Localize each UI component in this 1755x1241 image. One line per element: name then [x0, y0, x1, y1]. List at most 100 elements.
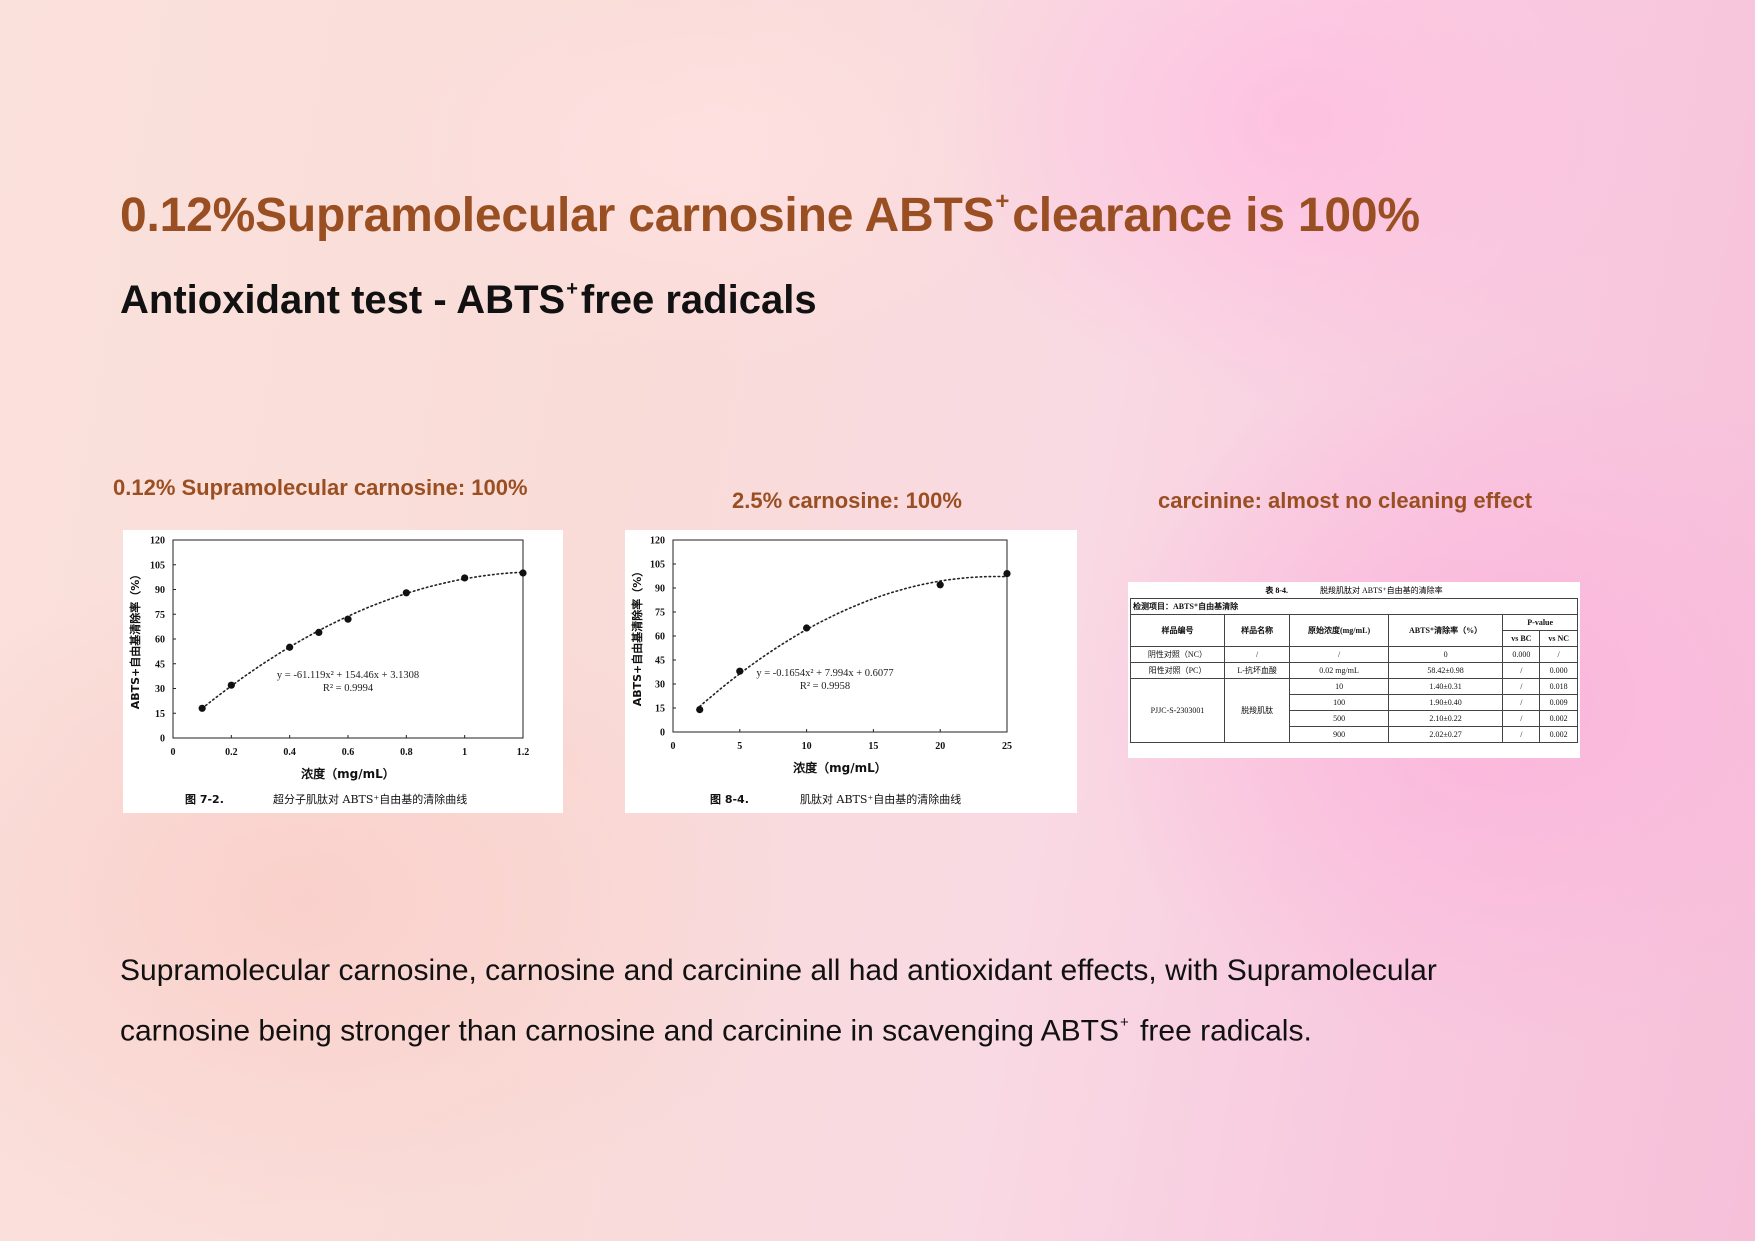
table-project: 检测项目：ABTS⁺自由基清除	[1130, 598, 1578, 615]
table-cell: /	[1502, 678, 1541, 695]
x-tick-label: 25	[1002, 741, 1012, 752]
table-cell-sample-id: PJJC-S-2303001	[1130, 678, 1225, 743]
x-axis-label: 浓度（mg/mL）	[301, 766, 395, 781]
data-point	[1003, 570, 1011, 578]
data-point	[461, 574, 469, 582]
table-header: ABTS⁺清除率（%）	[1387, 614, 1504, 647]
fit-r-squared: R² = 0.9958	[800, 681, 850, 692]
conclusion-line-2-end: free radicals.	[1131, 1014, 1312, 1048]
plot-frame	[172, 539, 524, 739]
y-tick-label: 15	[155, 709, 165, 720]
table-cell: 900	[1289, 726, 1389, 743]
table-cell: 10	[1289, 678, 1389, 695]
chart-panel-supramolecular: 0 0.2 0.4 0.6 0.8 1 1.2 0 15 30 45 60 75 90 105 120 y = …	[123, 530, 563, 813]
table-cell: 0.000	[1539, 662, 1578, 679]
data-point	[402, 589, 410, 597]
fit-equation: y = -0.1654x² + 7.994x + 0.6077	[756, 668, 893, 679]
data-point	[936, 581, 944, 589]
table-title: 表 8-4. 脱羧肌肽对 ABTS⁺自由基的清除率	[1128, 585, 1580, 596]
title-text: 0.12%Supramolecular carnosine ABTS	[120, 189, 995, 242]
table-cell: /	[1539, 646, 1578, 663]
table-row: 阳性对照（PC） L-抗坏血酸 0.02 mg/mL 58.42±0.98 / …	[1130, 662, 1578, 679]
table-cell: 58.42±0.98	[1387, 662, 1504, 679]
chart-carnosine: 0 5 10 15 20 25 0 15 30 45 60 75 90 105 120 y = -0.1654…	[630, 536, 1012, 807]
table-cell: 0.018	[1539, 678, 1578, 695]
figure-number: 图 7-2.	[185, 793, 224, 806]
table-cell: /	[1502, 662, 1541, 679]
y-tick-label: 15	[655, 704, 665, 715]
y-tick-label: 30	[655, 680, 665, 691]
y-tick-label: 0	[160, 734, 165, 745]
x-tick-label: 5	[737, 741, 742, 752]
conclusion-line-2: carnosine being stronger than carnosine …	[120, 997, 1660, 1058]
table-cell: 1.40±0.31	[1387, 678, 1504, 695]
x-tick-label: 0	[671, 741, 676, 752]
table-cell: 阴性对照（NC）	[1130, 646, 1225, 663]
caption-carcinine: carcinine: almost no cleaning effect	[1158, 488, 1533, 513]
y-tick-label: 90	[655, 584, 665, 595]
table-cell: 2.10±0.22	[1387, 710, 1504, 727]
results-table: 检测项目：ABTS⁺自由基清除 样品编号 样品名称 原始浓度(mg/mL) AB…	[1130, 598, 1578, 743]
x-tick-label: 1	[462, 747, 467, 758]
caption-supramolecular-carnosine: 0.12% Supramolecular carnosine: 100%	[113, 475, 528, 500]
y-tick-label: 30	[155, 684, 165, 695]
data-point	[286, 643, 294, 651]
y-tick-label: 60	[655, 632, 665, 643]
figure-caption: 超分子肌肽对 ABTS⁺自由基的清除曲线	[273, 792, 467, 806]
y-tick-label: 90	[155, 585, 165, 596]
x-tick-label: 1.2	[517, 747, 530, 758]
fit-curve	[201, 571, 524, 710]
page-title: 0.12%Supramolecular carnosine ABTS+clear…	[120, 188, 1420, 243]
chart-panel-carnosine: 0 5 10 15 20 25 0 15 30 45 60 75 90 105 120 y = -0.1654…	[625, 530, 1077, 813]
table-cell: 阳性对照（PC）	[1130, 662, 1225, 679]
table-row: 阴性对照（NC） / / 0 0.000 /	[1130, 646, 1578, 663]
table-cell: 500	[1289, 710, 1389, 727]
y-tick-label: 105	[150, 560, 165, 571]
table-cell: 2.02±0.27	[1387, 726, 1504, 743]
table-header: vs NC	[1539, 630, 1578, 647]
x-tick-label: 20	[935, 741, 945, 752]
data-point	[736, 667, 744, 675]
table-cell: 0.002	[1539, 710, 1578, 727]
table-cell: 0	[1387, 646, 1504, 663]
conclusion-paragraph: Supramolecular carnosine, carnosine and …	[120, 945, 1660, 1058]
data-point	[344, 615, 352, 623]
y-axis-label: ABTS+自由基清除率（%）	[630, 566, 644, 707]
subtitle-text: Antioxidant test - ABTS	[120, 278, 566, 322]
figure-number: 图 8-4.	[710, 793, 749, 806]
fit-equation: y = -61.119x² + 154.46x + 3.1308	[277, 670, 419, 681]
table-panel-carcinine: 表 8-4. 脱羧肌肽对 ABTS⁺自由基的清除率 检测项目：ABTS⁺自由基清…	[1128, 582, 1580, 758]
title-text-end: clearance is 100%	[1012, 189, 1420, 242]
y-tick-label: 120	[650, 536, 665, 547]
conclusion-superscript: +	[1119, 1014, 1129, 1031]
caption-carnosine: 2.5% carnosine: 100%	[732, 488, 962, 513]
table-cell: /	[1223, 646, 1291, 663]
x-tick-label: 15	[868, 741, 878, 752]
y-tick-label: 75	[155, 610, 165, 621]
table-row: PJJC-S-2303001 脱羧肌肽 10 1.40±0.31 / 0.018	[1130, 678, 1578, 743]
x-tick-label: 0.2	[225, 747, 238, 758]
page-subtitle: Antioxidant test - ABTS+free radicals	[120, 278, 817, 323]
y-tick-label: 60	[155, 635, 165, 646]
data-point	[803, 624, 811, 632]
data-point	[519, 569, 527, 577]
y-tick-label: 75	[655, 608, 665, 619]
subtitle-text-end: free radicals	[580, 278, 817, 322]
fit-curve	[698, 575, 1008, 708]
table-cell-sample-name: 脱羧肌肽	[1223, 678, 1291, 743]
title-superscript: +	[995, 188, 1010, 216]
table-cell: 1.90±0.40	[1387, 694, 1504, 711]
table-row: 900 2.02±0.27 / 0.002	[1131, 726, 1578, 743]
data-point	[227, 681, 235, 689]
table-cell: 0.002	[1539, 726, 1578, 743]
table-header: vs BC	[1502, 630, 1541, 647]
subtitle-superscript: +	[566, 278, 578, 300]
plot-frame	[672, 539, 1008, 733]
table-cell: 0.02 mg/mL	[1289, 662, 1389, 679]
x-tick-label: 0.8	[400, 747, 413, 758]
y-axis-label: ABTS+自由基清除率（%）	[128, 569, 142, 710]
data-point	[315, 628, 323, 636]
table-cell: 100	[1289, 694, 1389, 711]
fit-r-squared: R² = 0.9994	[323, 683, 374, 694]
y-tick-label: 45	[655, 656, 665, 667]
